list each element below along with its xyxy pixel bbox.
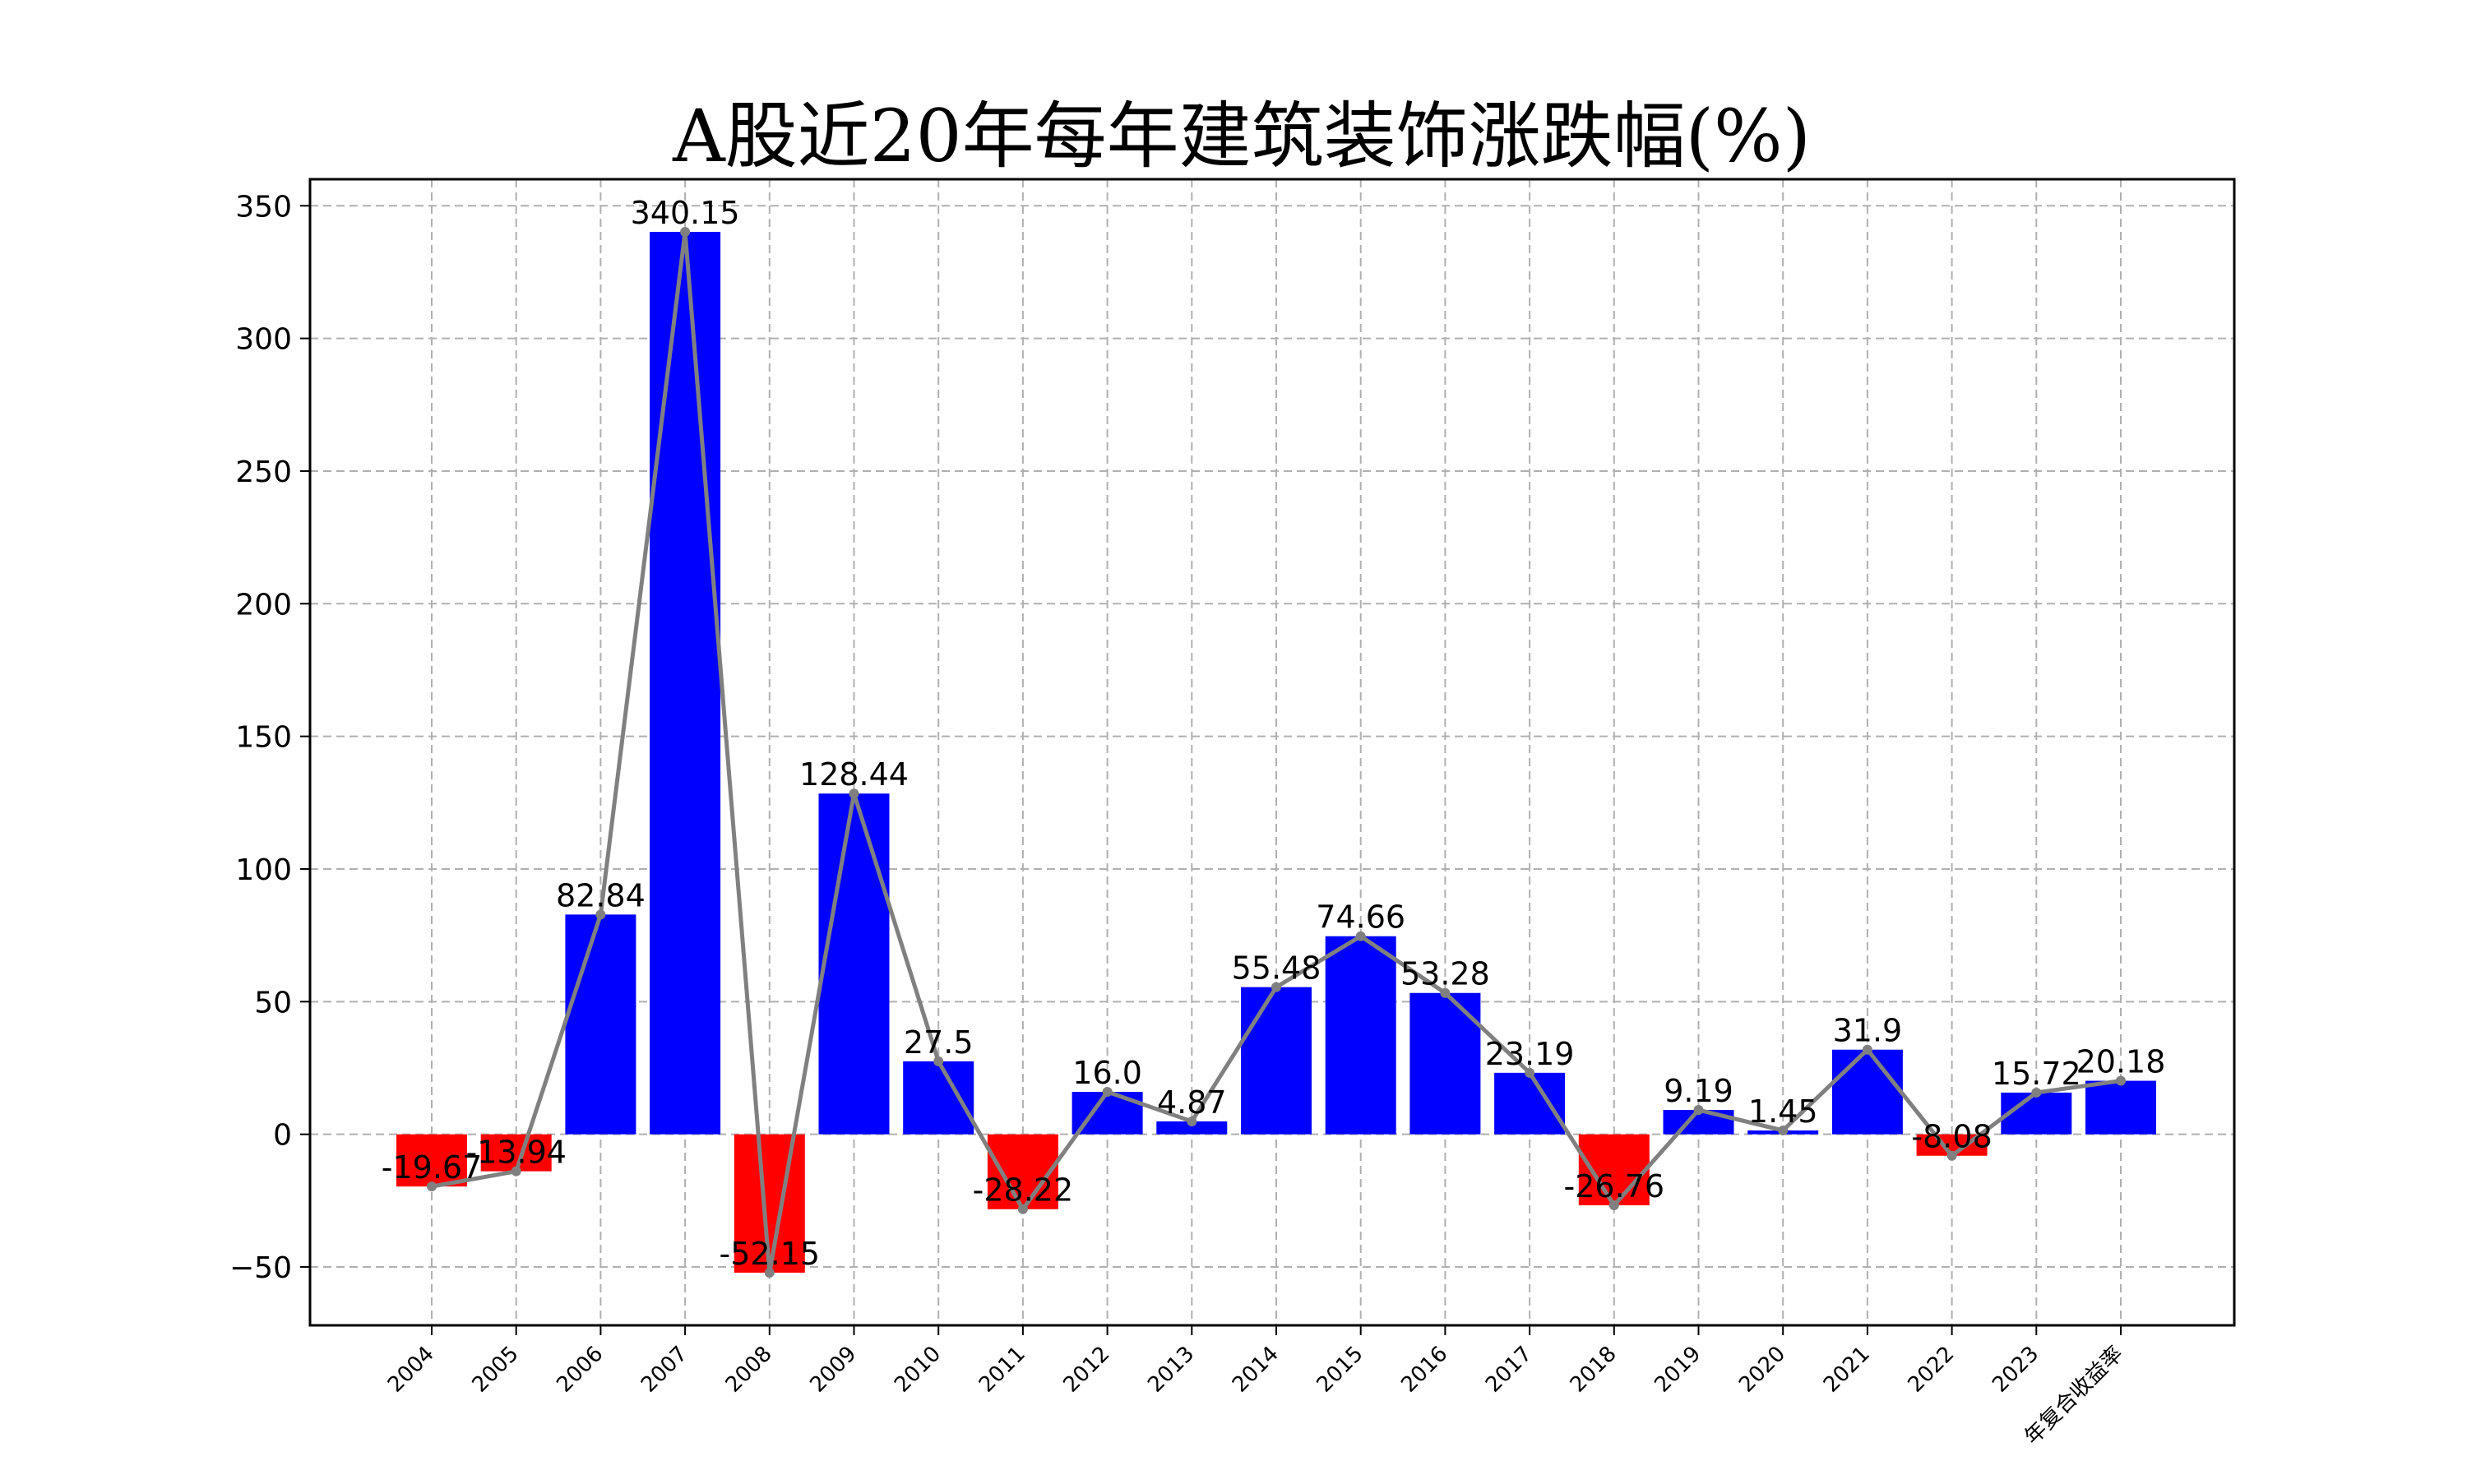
y-tick-label: 50 [254, 986, 292, 1019]
data-label-layer: -19.67-13.94 82.84 340.15 -52.15 128.44 27.5 -… [382, 195, 2166, 1272]
bar [2085, 1080, 2156, 1135]
data-label: -13.94 [465, 1135, 567, 1171]
x-tick-label: 2023 [1988, 1342, 2043, 1398]
y-tick-label: 350 [235, 190, 292, 224]
axis-layer: −50 0 50 100 150 200 250 300 350 2004 2005 2006 2007… [229, 178, 2236, 1449]
data-label: 15.72 [1992, 1056, 2081, 1092]
trend-point [933, 1056, 944, 1066]
x-tick-label: 2020 [1734, 1342, 1790, 1398]
x-tick-label: 2019 [1650, 1342, 1706, 1398]
chart-title: A股近20年每年建筑装饰涨跌幅(%) [672, 94, 1811, 178]
data-label: 74.66 [1316, 899, 1405, 936]
trend-point [1862, 1044, 1872, 1055]
x-tick-label: 2010 [890, 1342, 946, 1398]
x-tick-label: 2016 [1396, 1342, 1452, 1398]
x-tick-label: 2009 [805, 1342, 861, 1398]
bar [818, 793, 890, 1135]
bar [1325, 936, 1396, 1135]
trend-point [511, 1166, 521, 1177]
trend-point [1778, 1125, 1789, 1135]
trend-point [2116, 1075, 2126, 1086]
x-tick-label: 2017 [1481, 1342, 1537, 1398]
trend-point [2031, 1087, 2042, 1098]
x-tick-label: 2022 [1904, 1342, 1960, 1398]
bar [2001, 1092, 2072, 1135]
data-label: 53.28 [1400, 956, 1490, 992]
trend-point [1440, 987, 1451, 998]
trend-point [595, 909, 606, 920]
x-tick-label: 2014 [1228, 1342, 1284, 1398]
x-tick-label: 2011 [974, 1342, 1030, 1398]
trend-point [764, 1267, 775, 1278]
bar [903, 1061, 974, 1135]
x-tick-label: 2004 [383, 1342, 439, 1398]
data-label: 1.45 [1748, 1093, 1818, 1130]
data-label: 55.48 [1232, 950, 1321, 987]
data-label: 20.18 [2076, 1044, 2166, 1080]
y-tick-label: 250 [235, 455, 292, 489]
bar [396, 1134, 467, 1187]
trend-point [1271, 982, 1281, 992]
bar [650, 232, 721, 1135]
bar [1156, 1121, 1228, 1135]
trend-point [1608, 1200, 1619, 1211]
trend-point [1102, 1087, 1113, 1098]
trend-point [849, 788, 859, 799]
trend-point [427, 1181, 437, 1192]
bar [1831, 1049, 1903, 1135]
data-label: 16.0 [1072, 1055, 1142, 1091]
y-tick-label: 150 [235, 721, 292, 755]
data-label: 82.84 [556, 877, 646, 913]
data-label: 9.19 [1664, 1073, 1733, 1109]
trend-point [1946, 1150, 1957, 1161]
data-label: -28.22 [973, 1172, 1074, 1209]
trend-point [1525, 1067, 1535, 1078]
data-label: 4.87 [1157, 1084, 1227, 1121]
trend-point [1693, 1105, 1704, 1116]
x-tick-label: 2012 [1059, 1342, 1115, 1398]
data-label: 31.9 [1833, 1013, 1903, 1049]
y-tick-label: −50 [229, 1251, 292, 1285]
trend-line-layer [427, 227, 2126, 1278]
trend-point [1017, 1204, 1028, 1214]
x-tick-label: 2008 [721, 1342, 777, 1398]
bar [1241, 987, 1312, 1135]
trend-point [680, 227, 691, 238]
data-label: -8.08 [1911, 1119, 1992, 1155]
x-tick-label: 2013 [1143, 1342, 1199, 1398]
x-tick-label: 2005 [468, 1342, 524, 1398]
x-tick-label: 2006 [552, 1342, 608, 1398]
y-tick-label: 100 [235, 853, 292, 887]
y-tick-label: 300 [235, 323, 292, 357]
data-label: 27.5 [904, 1024, 974, 1061]
y-tick-label: 200 [235, 588, 292, 622]
y-tick-label: 0 [273, 1119, 292, 1153]
trend-point [1187, 1116, 1197, 1126]
data-label: -52.15 [720, 1236, 821, 1272]
x-tick-label: 2007 [636, 1342, 692, 1398]
data-label: 340.15 [631, 195, 740, 231]
bar [1494, 1072, 1566, 1135]
data-label: 128.44 [799, 756, 909, 793]
trend-point [1355, 931, 1366, 941]
x-tick-label: 2015 [1312, 1342, 1368, 1398]
x-tick-label: 2018 [1566, 1342, 1622, 1398]
plot-frame [308, 178, 2236, 1327]
data-label: -19.67 [382, 1149, 483, 1186]
bar [565, 914, 636, 1135]
data-label: -26.76 [1564, 1168, 1665, 1204]
data-label: 23.19 [1485, 1036, 1575, 1072]
x-tick-label: 2021 [1819, 1342, 1875, 1398]
